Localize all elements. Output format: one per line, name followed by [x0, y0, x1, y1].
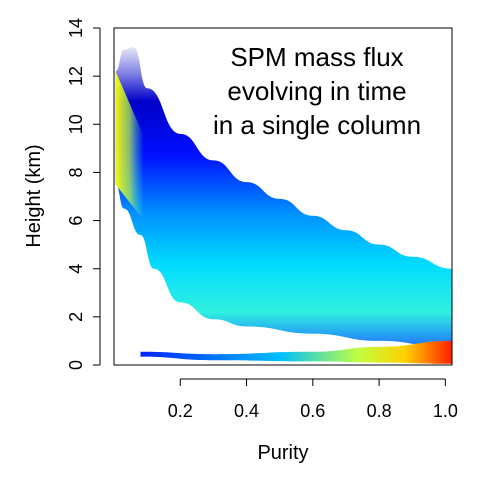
plot-area	[115, 47, 452, 364]
axes: 0.2 0.4 0.6 0.8 1.0 0 2 4 6 8 10 12 14	[66, 18, 458, 421]
x-axis-title: Purity	[257, 442, 308, 464]
surface-layer	[140, 340, 452, 364]
plume-left-glow	[115, 71, 144, 221]
annotation-line-2: evolving in time	[227, 76, 406, 106]
plot-frame	[113, 27, 453, 366]
plume-band	[115, 47, 452, 349]
x-tick-label: 0.2	[168, 401, 193, 421]
x-tick-label: 0.6	[300, 401, 325, 421]
y-axis-title: Height (km)	[23, 144, 45, 247]
x-tick-label: 0.4	[234, 401, 259, 421]
annotation-line-3: in a single column	[213, 110, 421, 140]
y-tick-label: 14	[66, 18, 86, 38]
y-tick-label: 8	[66, 167, 86, 177]
y-tick-label: 4	[66, 264, 86, 274]
y-tick-label: 2	[66, 312, 86, 322]
y-tick-label: 12	[66, 66, 86, 86]
y-tick-label: 6	[66, 216, 86, 226]
y-tick-label: 0	[66, 360, 86, 370]
y-tick-label: 10	[66, 114, 86, 134]
x-tick-label: 1.0	[433, 401, 458, 421]
x-tick-label: 0.8	[367, 401, 392, 421]
annotation-line-1: SPM mass flux	[230, 42, 403, 72]
